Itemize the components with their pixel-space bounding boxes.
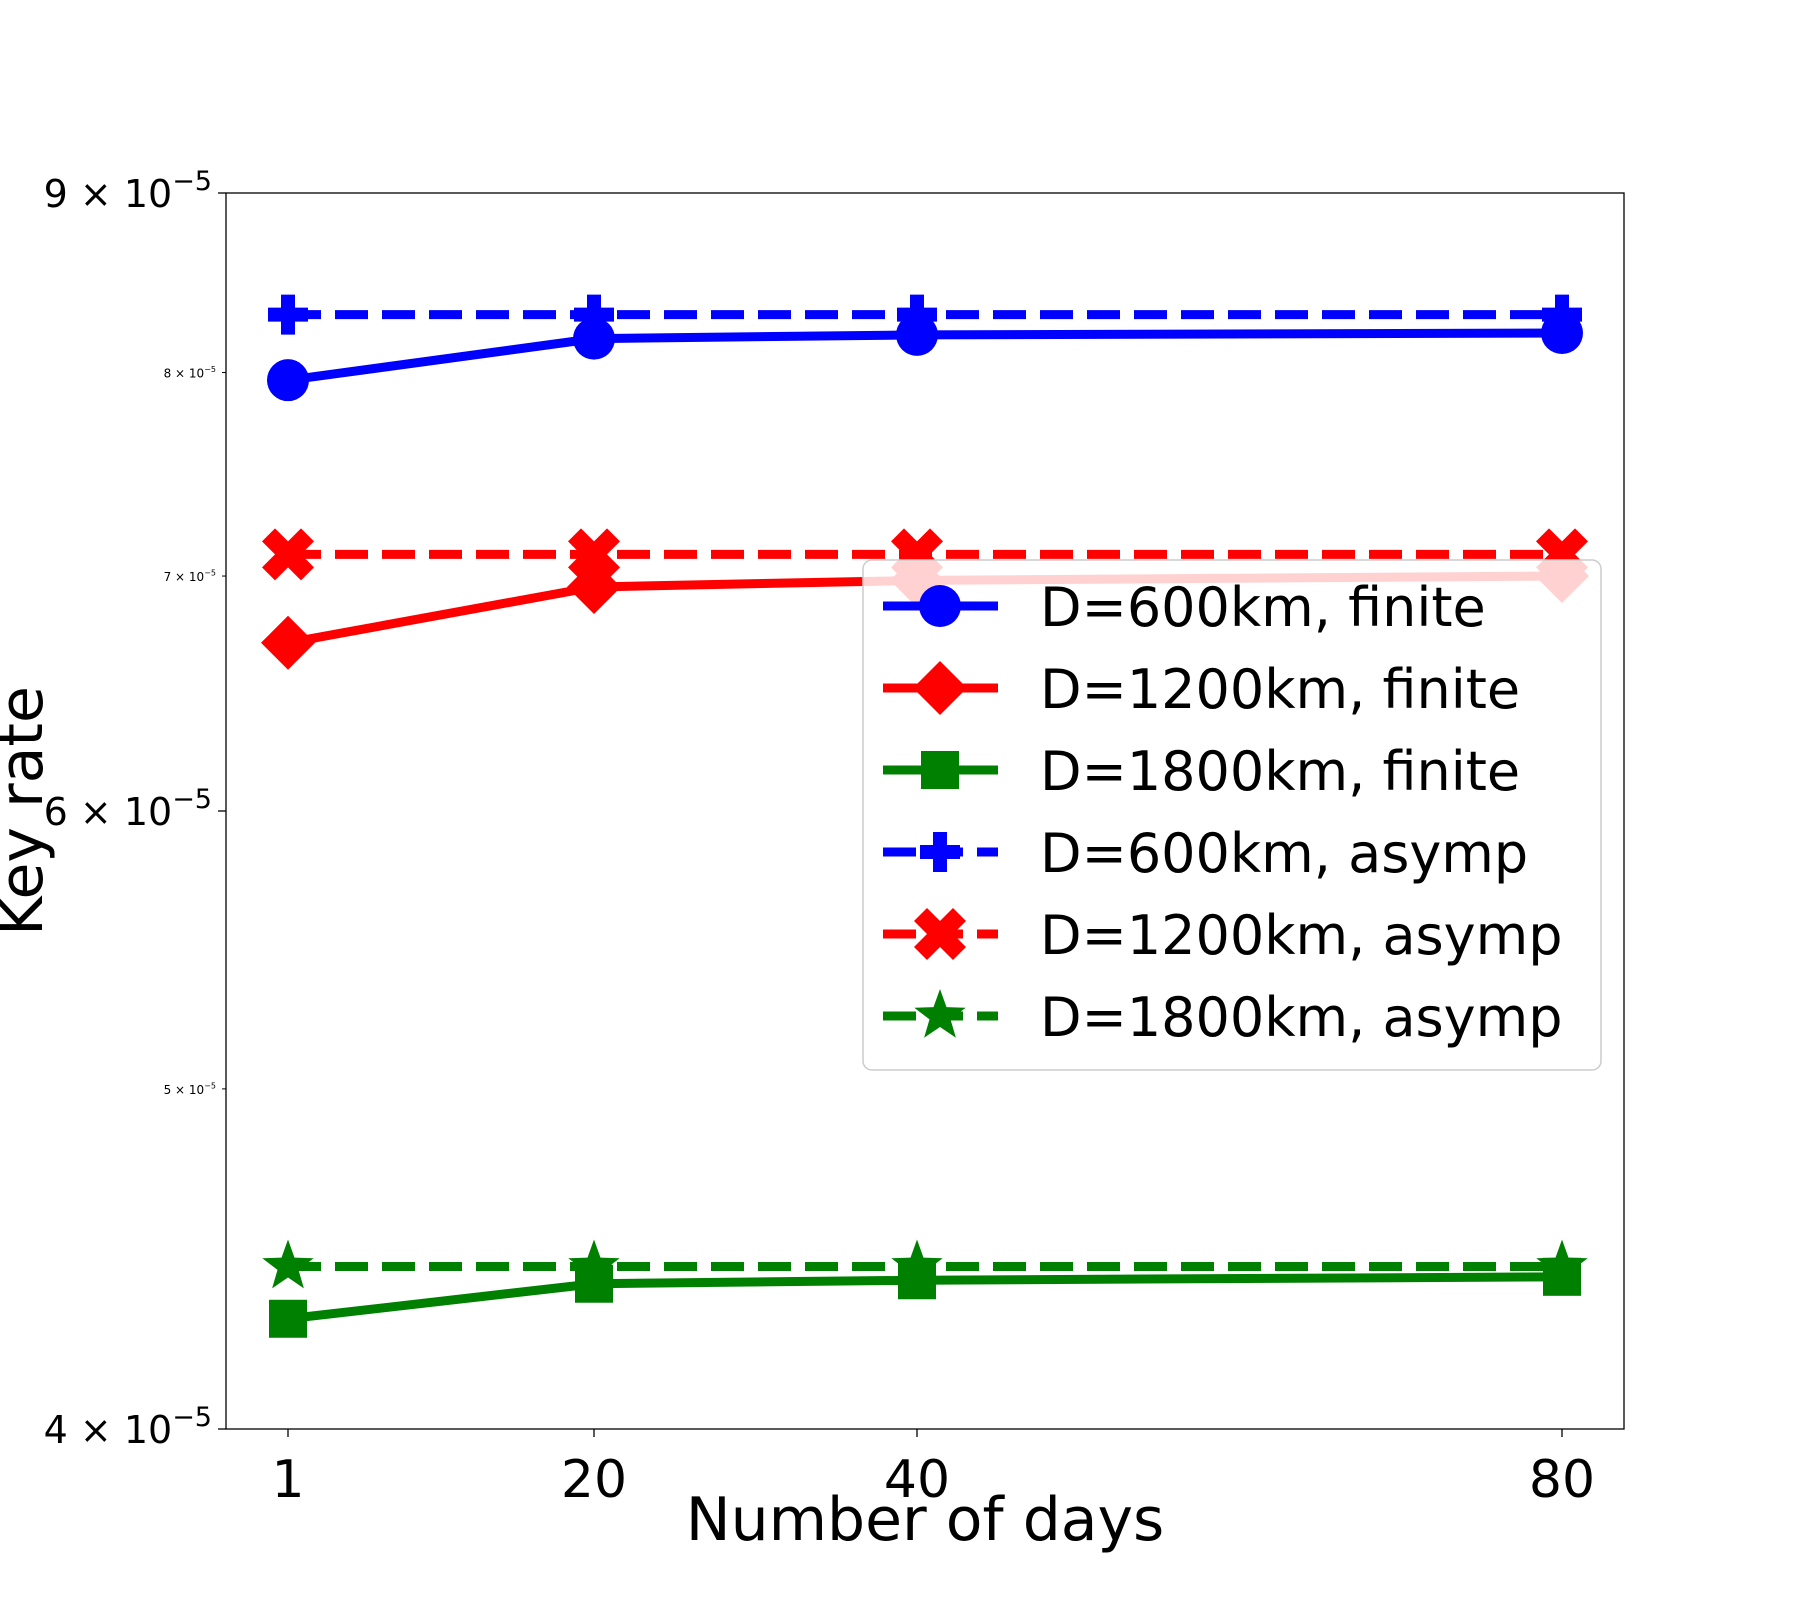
data-point-d-1200km-finite-day-1	[261, 615, 315, 670]
legend-item-d-1800km-finite: D=1800km, finite	[883, 740, 1520, 803]
y-minor-tick-label: 5 × 10−5	[164, 1081, 216, 1096]
legend-item-d-600km-finite: D=600km, finite	[883, 576, 1486, 639]
y-minor-tick-label: 7 × 10−5	[164, 569, 216, 584]
data-point-d-600km-finite-day-1	[267, 359, 309, 402]
x-tick-label: 80	[1529, 1450, 1595, 1510]
data-point-d-1200km-asymp-day-20	[568, 528, 620, 581]
legend-item-d-1200km-asymp: D=1200km, asymp	[883, 904, 1563, 967]
legend-label: D=600km, asymp	[1040, 822, 1528, 885]
y-minor-tick-label: 8 × 10−5	[164, 365, 216, 380]
y-axis-label: Key rate	[0, 686, 57, 936]
y-tick-label: 9 × 10−5	[44, 166, 212, 216]
legend-item-d-1200km-finite: D=1200km, finite	[883, 658, 1520, 721]
y-tick-label: 6 × 10−5	[44, 784, 212, 834]
legend: D=600km, finite D=1200km, finite D=1800km,…	[862, 559, 1602, 1071]
legend-marker	[919, 585, 961, 627]
x-axis-label: Number of days	[686, 1485, 1165, 1555]
data-point-d-600km-asymp-day-20	[574, 294, 614, 335]
legend-label: D=600km, finite	[1040, 576, 1486, 639]
data-point-d-600km-finite-day-80	[1541, 312, 1583, 355]
legend-item-d-1800km-asymp: D=1800km, asymp	[883, 986, 1563, 1049]
legend-label: D=1200km, finite	[1040, 658, 1520, 721]
legend-marker	[913, 661, 967, 715]
legend-label: D=1800km, finite	[1040, 740, 1520, 803]
y-tick-label: 4 × 10−5	[44, 1402, 212, 1452]
series-d-600km-finite	[267, 312, 1583, 402]
data-point-d-1800km-finite-day-40	[898, 1261, 936, 1300]
legend-marker	[914, 908, 966, 960]
data-point-d-600km-finite-day-40	[896, 313, 938, 356]
data-point-d-1800km-finite-day-20	[575, 1264, 613, 1303]
legend-marker	[920, 832, 960, 872]
data-point-d-1200km-asymp-day-1	[262, 528, 314, 581]
legend-marker	[914, 989, 966, 1038]
legend-item-d-600km-asymp: D=600km, asymp	[883, 822, 1528, 885]
series-d-1800km-finite	[269, 1257, 1581, 1338]
data-point-d-600km-finite-day-20	[573, 317, 615, 360]
x-tick-label: 40	[884, 1450, 950, 1510]
data-point-d-1800km-asymp-day-1	[262, 1239, 314, 1289]
x-tick-label: 20	[561, 1450, 627, 1510]
data-point-d-1800km-asymp-day-20	[568, 1239, 620, 1289]
legend-box	[862, 559, 1602, 1071]
data-point-d-1800km-finite-day-80	[1543, 1257, 1581, 1296]
legend-label: D=1200km, asymp	[1040, 904, 1563, 967]
data-point-d-600km-asymp-day-1	[268, 294, 308, 335]
series-line	[287, 328, 1563, 385]
data-point-d-1200km-finite-day-20	[567, 559, 621, 614]
data-point-d-1800km-finite-day-1	[269, 1299, 307, 1338]
legend-marker	[921, 751, 959, 789]
series-line	[287, 1272, 1563, 1324]
x-tick-label: 1	[271, 1450, 304, 1510]
legend-label: D=1800km, asymp	[1040, 986, 1563, 1049]
